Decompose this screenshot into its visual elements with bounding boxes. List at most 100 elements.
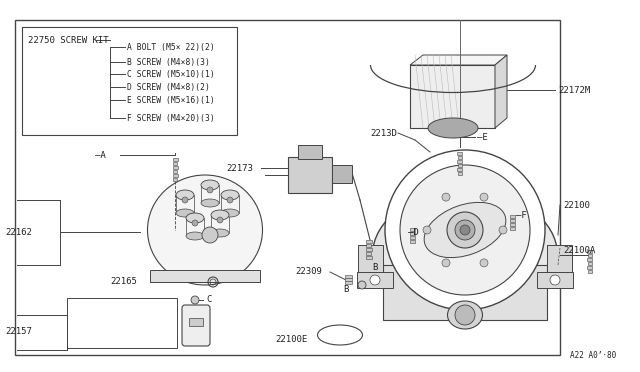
Bar [510, 219, 515, 222]
Ellipse shape [186, 232, 204, 240]
Bar [588, 262, 592, 265]
Circle shape [455, 220, 475, 240]
Ellipse shape [201, 199, 219, 207]
Circle shape [460, 225, 470, 235]
Text: D SCREW (M4×8)(2): D SCREW (M4×8)(2) [127, 83, 210, 92]
Ellipse shape [447, 301, 483, 329]
Text: —E: —E [477, 132, 488, 141]
Bar [357, 272, 393, 288]
FancyBboxPatch shape [182, 305, 210, 346]
Bar [458, 152, 463, 155]
Bar [150, 270, 260, 282]
Ellipse shape [221, 209, 239, 217]
Ellipse shape [176, 190, 194, 200]
Circle shape [370, 275, 380, 285]
Circle shape [499, 226, 507, 234]
Circle shape [480, 259, 488, 267]
Circle shape [480, 193, 488, 201]
Bar [537, 272, 573, 288]
Ellipse shape [147, 175, 262, 285]
Text: B SCREW (M4×8)(3): B SCREW (M4×8)(3) [127, 58, 210, 67]
Bar [366, 252, 371, 255]
Bar [288, 157, 332, 193]
Ellipse shape [221, 190, 239, 200]
Bar [410, 240, 415, 243]
Bar [410, 232, 415, 235]
Bar [458, 156, 462, 159]
Ellipse shape [176, 209, 194, 217]
Bar [332, 165, 352, 183]
Circle shape [385, 150, 545, 310]
Bar [588, 270, 592, 273]
Circle shape [192, 220, 198, 226]
Bar [458, 168, 463, 171]
Bar [410, 228, 415, 231]
Bar [510, 223, 515, 226]
Ellipse shape [372, 190, 557, 320]
Bar [345, 275, 352, 278]
Bar [345, 281, 352, 283]
Bar [298, 145, 322, 159]
Ellipse shape [186, 213, 204, 223]
Text: 22100E: 22100E [275, 336, 307, 344]
Bar [345, 278, 352, 280]
Polygon shape [495, 55, 507, 128]
Bar [173, 170, 177, 173]
Text: C SCREW (M5×10)(1): C SCREW (M5×10)(1) [127, 70, 215, 78]
Text: —A: —A [95, 151, 106, 160]
Circle shape [550, 275, 560, 285]
Ellipse shape [424, 202, 506, 258]
Bar [366, 244, 371, 247]
Circle shape [182, 197, 188, 203]
Bar [366, 256, 372, 259]
Text: F SCREW (M4×20)(3): F SCREW (M4×20)(3) [127, 113, 215, 122]
Text: C: C [206, 295, 211, 305]
Bar [173, 174, 177, 177]
Text: 22100: 22100 [563, 201, 590, 209]
Text: 22162: 22162 [5, 228, 32, 237]
Text: 22172M: 22172M [558, 86, 590, 94]
Bar [547, 245, 572, 275]
Circle shape [447, 212, 483, 248]
Text: B: B [372, 263, 378, 273]
Bar [588, 250, 593, 253]
Circle shape [191, 296, 199, 304]
Text: 22173: 22173 [226, 164, 253, 173]
Bar [173, 178, 177, 181]
Text: E SCREW (M5×16)(1): E SCREW (M5×16)(1) [127, 96, 215, 105]
Bar [588, 266, 593, 269]
Bar [366, 240, 372, 243]
Text: 22157: 22157 [5, 327, 32, 337]
Circle shape [227, 197, 233, 203]
Polygon shape [410, 55, 507, 65]
Circle shape [423, 226, 431, 234]
Ellipse shape [211, 229, 229, 237]
Ellipse shape [201, 180, 219, 190]
Text: A BOLT (M5× 22)(2): A BOLT (M5× 22)(2) [127, 42, 215, 51]
Bar [189, 318, 203, 326]
Circle shape [217, 217, 223, 223]
Text: A22 A0’·80: A22 A0’·80 [570, 350, 616, 359]
Circle shape [455, 305, 475, 325]
Bar [458, 172, 462, 175]
Bar [383, 265, 547, 320]
Text: 22100A: 22100A [563, 246, 595, 254]
Bar [588, 254, 592, 257]
Ellipse shape [317, 325, 362, 345]
Text: 2213D: 2213D [370, 128, 397, 138]
Circle shape [442, 259, 450, 267]
Bar [22, 27, 237, 135]
Bar [410, 236, 415, 239]
Bar [173, 166, 177, 169]
Bar [510, 215, 515, 218]
Circle shape [442, 193, 450, 201]
Circle shape [202, 227, 218, 243]
Ellipse shape [211, 210, 229, 220]
Text: 22165: 22165 [110, 278, 137, 286]
Circle shape [207, 187, 213, 193]
Bar [358, 245, 383, 275]
Bar [458, 160, 463, 163]
Text: B: B [343, 285, 348, 295]
Bar [588, 258, 593, 261]
Text: 22750 SCREW KIT: 22750 SCREW KIT [28, 35, 109, 45]
